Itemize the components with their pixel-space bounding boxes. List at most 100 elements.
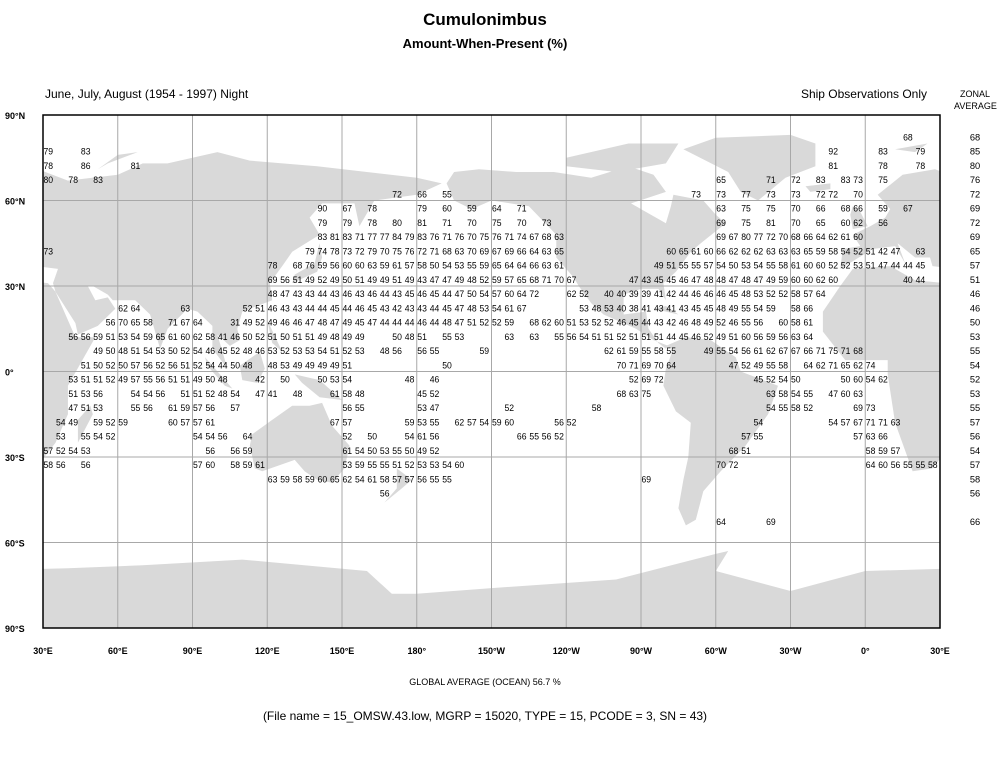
cell-value: 43 <box>417 303 427 313</box>
cell-value: 55 <box>903 460 913 470</box>
cell-value: 58 <box>230 460 240 470</box>
cell-value: 42 <box>666 289 676 299</box>
cell-value: 53 <box>455 261 465 271</box>
cell-value: 52 <box>480 275 490 285</box>
cell-value: 60 <box>804 261 814 271</box>
cell-value: 49 <box>193 375 203 385</box>
cell-value: 79 <box>44 147 54 157</box>
map-subtitle: Amount-When-Present (%) <box>402 36 568 51</box>
cell-value: 50 <box>442 360 452 370</box>
cell-value: 68 <box>529 318 539 328</box>
landmass <box>850 206 868 229</box>
cell-value: 56 <box>81 460 91 470</box>
cell-value: 55 <box>430 346 440 356</box>
cell-value: 64 <box>716 517 726 527</box>
zonal-average-value: 56 <box>970 432 980 442</box>
cell-value: 56 <box>754 318 764 328</box>
cell-value: 44 <box>343 303 353 313</box>
cell-value: 53 <box>417 460 427 470</box>
cell-value: 51 <box>68 389 78 399</box>
cell-value: 56 <box>380 489 390 499</box>
cell-value: 70 <box>654 360 664 370</box>
cell-value: 55 <box>430 474 440 484</box>
landmass <box>0 144 31 153</box>
cell-value: 76 <box>305 261 315 271</box>
cell-value: 55 <box>143 375 153 385</box>
cell-value: 70 <box>517 218 527 228</box>
zonal-average-value: 52 <box>970 375 980 385</box>
cell-value: 63 <box>367 261 377 271</box>
cell-value: 54 <box>343 375 353 385</box>
cell-value: 73 <box>791 189 801 199</box>
lon-tick-label: 0° <box>861 646 870 656</box>
cell-value: 55 <box>554 332 564 342</box>
cell-value: 51 <box>81 375 91 385</box>
cell-value: 60 <box>318 474 328 484</box>
cell-value: 46 <box>268 303 278 313</box>
cell-value: 45 <box>430 289 440 299</box>
cell-value: 59 <box>93 417 103 427</box>
cell-value: 69 <box>505 246 515 256</box>
cell-value: 49 <box>68 417 78 427</box>
cell-value: 65 <box>816 218 826 228</box>
cell-value: 49 <box>704 318 714 328</box>
cell-value: 53 <box>93 403 103 413</box>
cell-value: 55 <box>691 261 701 271</box>
cell-value: 42 <box>878 246 888 256</box>
cell-value: 46 <box>417 289 427 299</box>
landmass <box>267 320 283 352</box>
cell-value: 53 <box>579 303 589 313</box>
landmass <box>895 143 928 153</box>
cell-value: 48 <box>293 389 303 399</box>
cell-value: 53 <box>455 332 465 342</box>
zonal-average-value: 76 <box>970 175 980 185</box>
cell-value: 70 <box>467 246 477 256</box>
cell-value: 47 <box>430 403 440 413</box>
cell-value: 49 <box>305 275 315 285</box>
cell-value: 54 <box>866 375 876 385</box>
cell-value: 52 <box>243 303 253 313</box>
landmass <box>566 143 679 172</box>
cell-value: 40 <box>617 289 627 299</box>
cell-value: 64 <box>816 232 826 242</box>
cell-value: 57 <box>704 261 714 271</box>
cell-value: 49 <box>729 303 739 313</box>
cell-value: 54 <box>206 360 216 370</box>
cell-value: 79 <box>318 218 328 228</box>
cell-value: 53 <box>430 460 440 470</box>
landmass <box>43 559 417 628</box>
cell-value: 52 <box>206 389 216 399</box>
cell-value: 55 <box>741 318 751 328</box>
cell-value: 60 <box>666 246 676 256</box>
lon-tick-label: 60°W <box>705 646 728 656</box>
cell-value: 45 <box>654 275 664 285</box>
cell-value: 58 <box>592 403 602 413</box>
cell-value: 49 <box>716 332 726 342</box>
cell-value: 55 <box>642 346 652 356</box>
cell-value: 57 <box>131 375 141 385</box>
cell-value: 52 <box>828 261 838 271</box>
cell-value: 50 <box>206 375 216 385</box>
cell-value: 77 <box>741 189 751 199</box>
cell-value: 54 <box>442 460 452 470</box>
cell-value: 73 <box>866 403 876 413</box>
cell-value: 61 <box>343 446 353 456</box>
cell-value: 49 <box>766 275 776 285</box>
zonal-average-value: 69 <box>970 232 980 242</box>
cell-value: 57 <box>193 460 203 470</box>
cell-value: 58 <box>791 403 801 413</box>
cell-value: 59 <box>93 332 103 342</box>
cell-value: 59 <box>480 261 490 271</box>
cell-value: 67 <box>343 204 353 214</box>
cell-value: 46 <box>716 289 726 299</box>
cell-value: 51 <box>268 332 278 342</box>
cell-value: 41 <box>218 332 228 342</box>
cell-value: 47 <box>68 403 78 413</box>
cell-value: 58 <box>343 389 353 399</box>
zonal-average-value: 68 <box>970 132 980 142</box>
cell-value: 79 <box>343 218 353 228</box>
cell-value: 41 <box>654 289 664 299</box>
cell-value: 68 <box>542 232 552 242</box>
cell-value: 53 <box>380 446 390 456</box>
cell-value: 76 <box>492 232 502 242</box>
